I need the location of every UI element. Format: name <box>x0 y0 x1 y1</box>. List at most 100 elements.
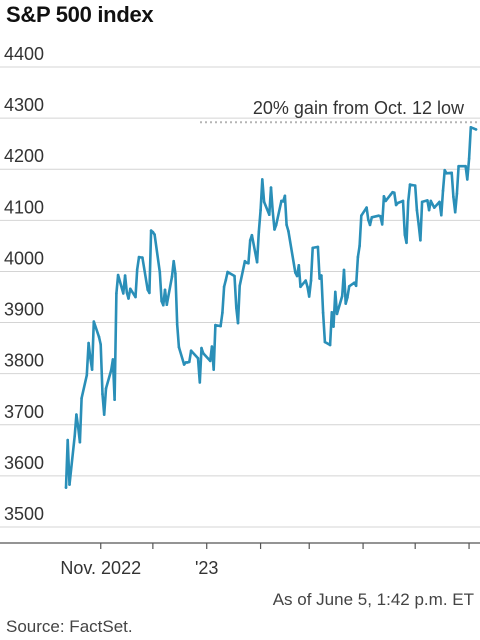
data-point <box>346 296 349 299</box>
data-point <box>146 288 149 292</box>
data-point <box>122 292 125 295</box>
data-point <box>450 171 454 175</box>
data-point <box>415 208 419 212</box>
data-point <box>233 274 236 278</box>
data-point <box>148 291 151 295</box>
y-tick-label: 4100 <box>4 197 44 217</box>
data-point <box>262 200 266 204</box>
data-point <box>466 178 469 181</box>
data-point <box>384 199 388 203</box>
data-point <box>165 303 169 307</box>
data-point <box>406 200 410 204</box>
data-point <box>467 157 471 160</box>
data-point <box>134 295 137 299</box>
data-point <box>175 323 179 326</box>
data-point <box>297 264 301 267</box>
data-point <box>247 262 250 265</box>
data-point <box>158 270 162 274</box>
data-point <box>429 199 433 203</box>
data-point <box>212 368 215 371</box>
data-point <box>360 214 363 217</box>
data-point <box>474 128 478 131</box>
data-point <box>344 302 348 305</box>
data-point <box>73 434 76 438</box>
data-point <box>219 324 222 328</box>
data-point <box>101 392 104 396</box>
data-point <box>198 381 202 384</box>
data-point <box>382 195 386 198</box>
data-point <box>427 208 431 212</box>
data-point <box>445 172 448 175</box>
data-point <box>368 223 372 227</box>
data-point <box>259 208 262 212</box>
source-note: Source: FactSet. <box>6 617 133 636</box>
data-point <box>235 306 238 310</box>
data-point <box>440 213 443 217</box>
data-point <box>236 321 240 325</box>
data-point <box>76 426 80 429</box>
data-point <box>269 186 273 189</box>
data-point <box>354 284 358 288</box>
data-point <box>226 270 229 274</box>
x-tick-label: '23 <box>195 558 218 578</box>
data-point <box>273 228 276 231</box>
data-point <box>222 285 226 289</box>
data-point <box>90 368 94 371</box>
data-point <box>177 345 181 349</box>
data-point <box>250 233 254 237</box>
data-point <box>330 311 334 314</box>
data-point <box>268 213 271 216</box>
data-point <box>340 294 344 298</box>
data-point <box>356 255 360 259</box>
chart-title: S&P 500 index <box>6 2 154 27</box>
data-point <box>170 275 174 278</box>
data-point <box>328 343 332 347</box>
data-point <box>160 299 163 303</box>
data-point <box>431 203 434 206</box>
data-point <box>141 256 144 259</box>
data-point <box>469 126 473 129</box>
data-point <box>408 183 412 186</box>
y-tick-label: 3800 <box>4 351 44 371</box>
y-tick-label: 4400 <box>4 44 44 64</box>
data-point <box>109 368 113 372</box>
data-point <box>64 486 68 489</box>
data-point <box>214 323 217 327</box>
data-point <box>162 303 165 307</box>
data-point <box>304 279 308 282</box>
data-point <box>420 200 424 204</box>
data-point <box>255 260 259 264</box>
data-point <box>113 398 116 402</box>
data-point <box>334 290 337 294</box>
data-point <box>281 200 285 203</box>
data-point <box>396 201 400 205</box>
data-point <box>438 200 441 204</box>
data-point <box>455 192 459 196</box>
y-tick-label: 3500 <box>4 504 44 524</box>
data-point <box>417 223 421 227</box>
timestamp-note: As of June 5, 1:42 p.m. ET <box>272 590 474 609</box>
data-point <box>287 229 290 233</box>
data-point <box>401 199 405 203</box>
data-point <box>200 346 203 350</box>
data-point <box>116 273 120 277</box>
data-point <box>405 241 408 245</box>
y-tick-label: 4200 <box>4 146 44 166</box>
data-point <box>224 278 228 282</box>
data-point <box>347 285 351 288</box>
data-point <box>320 274 323 277</box>
data-point <box>389 193 393 196</box>
data-point <box>353 281 356 285</box>
data-point <box>149 229 153 232</box>
data-point <box>393 191 396 194</box>
data-point <box>332 325 335 328</box>
data-point <box>441 189 445 192</box>
data-point <box>358 244 361 248</box>
x-axis: Nov. 2022 '23 <box>0 542 480 578</box>
data-point <box>174 272 177 275</box>
data-point <box>172 259 175 263</box>
data-point <box>464 164 467 168</box>
data-point <box>452 195 455 199</box>
data-point <box>316 245 320 249</box>
data-point <box>97 335 101 339</box>
